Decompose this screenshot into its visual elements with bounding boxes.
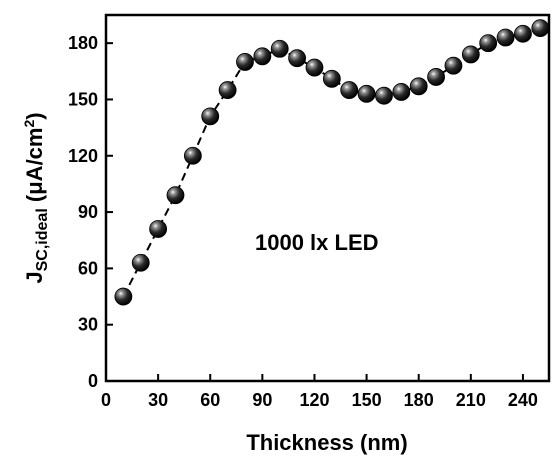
data-point (183, 146, 202, 165)
y-axis-title-superscript: 2 (21, 120, 37, 128)
data-point (305, 58, 324, 77)
x-axis-title: Thickness (nm) (246, 430, 407, 455)
x-tick-label: 60 (200, 390, 220, 410)
data-point (496, 28, 515, 47)
x-tick-label: 240 (508, 390, 538, 410)
y-axis-title-subscript: SC,ideal (34, 208, 51, 271)
y-tick-label: 90 (78, 202, 98, 222)
x-tick-label: 90 (252, 390, 272, 410)
y-axis-title-close: ) (22, 112, 47, 119)
y-axis-title-main: J (22, 271, 47, 283)
data-point (288, 49, 306, 68)
y-axis-title: JSC,ideal (μA/cm2) (21, 112, 51, 283)
y-tick-label: 60 (78, 258, 98, 278)
data-point (409, 77, 428, 96)
y-tick-label: 150 (68, 89, 98, 109)
x-axis-ticks: 0 30 60 90 120 150 180 210 240 (101, 374, 538, 410)
x-tick-label: 210 (456, 390, 486, 410)
data-point (427, 68, 445, 86)
annotation-label: 1000 lx LED (255, 230, 379, 255)
plot-frame (104, 13, 551, 383)
y-tick-label: 120 (68, 146, 98, 166)
x-tick-label: 180 (404, 390, 434, 410)
data-point (461, 45, 480, 64)
data-point (218, 81, 237, 99)
x-tick-label: 30 (148, 390, 168, 410)
y-axis-ticks: 0 30 60 90 120 150 180 (68, 33, 113, 391)
data-point (149, 220, 168, 238)
data-point (479, 34, 498, 53)
data-point (392, 83, 411, 101)
x-tick-label: 120 (299, 390, 329, 410)
data-point (114, 287, 133, 306)
x-tick-label: 150 (352, 390, 382, 410)
data-point (514, 24, 532, 43)
x-tick-label: 0 (101, 390, 111, 410)
data-point (444, 56, 463, 75)
data-point (375, 86, 393, 105)
data-point (340, 81, 359, 99)
data-point (131, 253, 150, 272)
data-points (114, 19, 550, 306)
y-tick-label: 180 (68, 33, 98, 53)
data-point (270, 39, 289, 58)
data-point (166, 186, 185, 205)
series-line (122, 27, 541, 297)
y-tick-label: 0 (88, 371, 98, 391)
y-tick-label: 30 (78, 315, 98, 335)
y-axis-title-unit: (μA/cm (22, 128, 47, 209)
data-point (322, 69, 341, 88)
data-point (357, 84, 376, 103)
data-point (201, 107, 220, 126)
data-point (253, 47, 272, 66)
data-point (236, 53, 254, 71)
data-point (531, 19, 550, 38)
